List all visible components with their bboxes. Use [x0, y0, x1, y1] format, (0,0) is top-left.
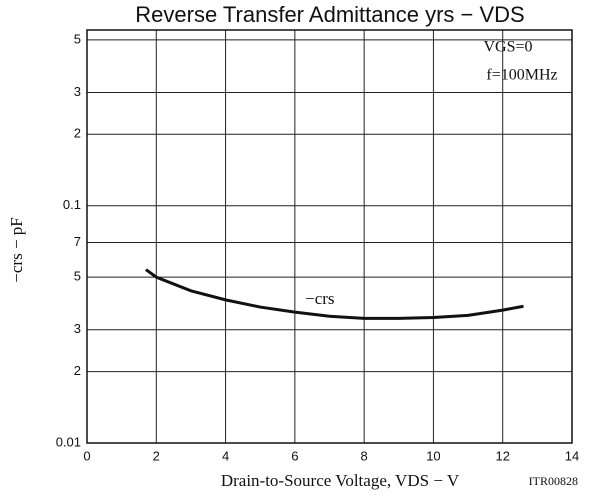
chart-title: Reverse Transfer Admittance yrs − VDS [135, 2, 524, 27]
line-label: −crs [305, 289, 334, 308]
y-tick-label: 3 [74, 321, 81, 336]
y-tick-label: 3 [74, 84, 81, 99]
x-tick-label: 2 [153, 448, 160, 463]
x-tick-label: 4 [222, 448, 229, 463]
x-tick-label: 12 [495, 448, 509, 463]
x-tick-label: 0 [83, 448, 90, 463]
x-tick-label: 8 [361, 448, 368, 463]
x-tick-label: 14 [565, 448, 579, 463]
annotation: ITR00828 [529, 474, 578, 488]
y-axis-label: −crs − pF [7, 217, 26, 282]
x-tick-label: 10 [426, 448, 440, 463]
line [145, 268, 524, 320]
x-axis-label: Drain-to-Source Voltage, VDS − V [221, 471, 460, 490]
y-tick-label: 5 [74, 31, 81, 46]
plot-frame [86, 29, 573, 444]
y-tick-label: 0.01 [56, 434, 81, 449]
y-tick-label: 0.1 [63, 197, 81, 212]
annotation: f=100MHz [486, 67, 557, 84]
y-tick-label: 7 [74, 234, 81, 249]
x-tick-label: 6 [291, 448, 298, 463]
y-tick-label: 5 [74, 269, 81, 284]
y-tick-label: 2 [74, 126, 81, 141]
y-tick-label: 2 [74, 363, 81, 378]
annotation: VGS=0 [483, 39, 532, 56]
